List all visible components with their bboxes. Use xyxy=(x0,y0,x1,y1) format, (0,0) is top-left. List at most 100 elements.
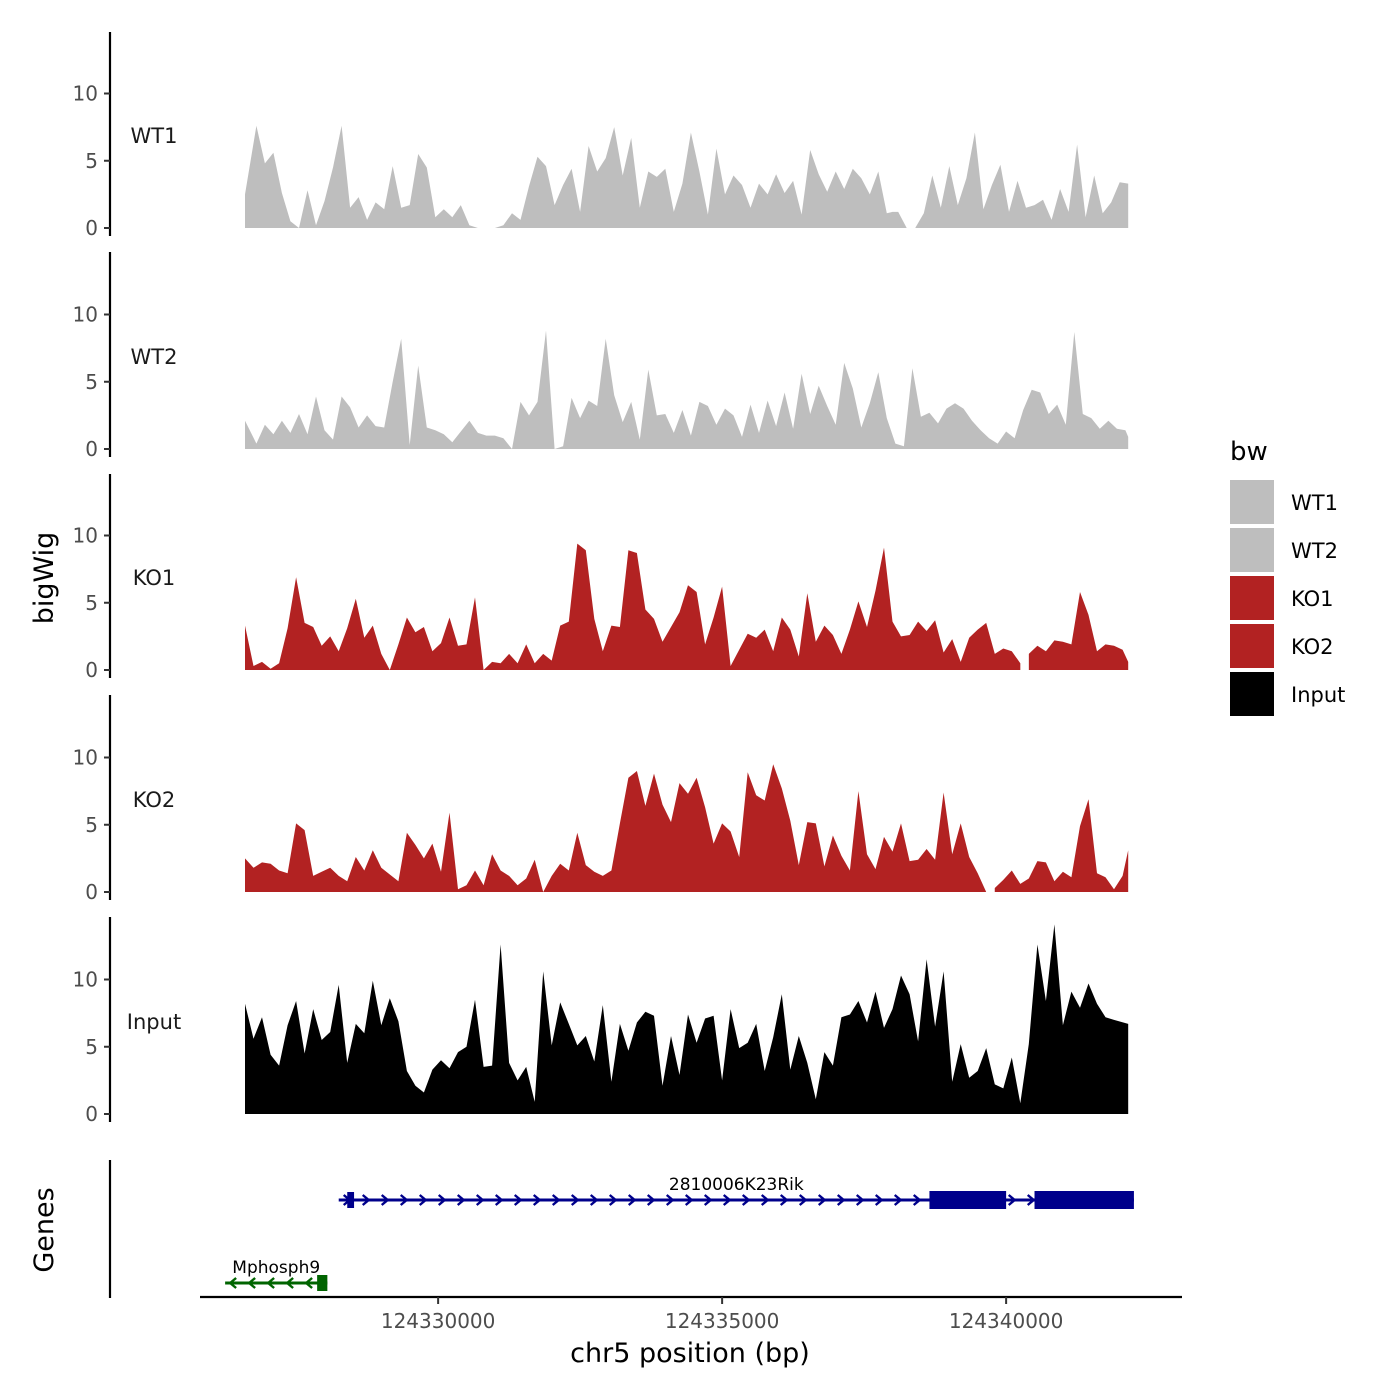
x-tick-label: 124330000 xyxy=(381,1309,496,1333)
x-axis: 124330000 124335000 124340000 xyxy=(200,1295,1182,1333)
strand-arrow xyxy=(380,1194,390,1206)
y-axis-title: bigWig xyxy=(29,532,60,625)
strand-arrow xyxy=(247,1277,256,1289)
legend-label-input: Input xyxy=(1291,683,1345,707)
track-wt2: 0 5 10 WT2 xyxy=(73,252,1129,461)
strand-arrow xyxy=(722,1194,732,1206)
y-tick-label: 0 xyxy=(85,1102,98,1126)
strand-arrow xyxy=(912,1194,922,1206)
y-tick-label: 5 xyxy=(85,813,98,837)
gene-annotation-panel: 2810006K23Rik Mphosph9 xyxy=(108,1160,1134,1298)
strand-arrow xyxy=(1007,1194,1017,1206)
legend: bw WT1 WT2 KO1 KO2 Input xyxy=(1230,437,1345,716)
strand-arrow xyxy=(494,1194,504,1206)
strand-arrow xyxy=(779,1194,789,1206)
legend-label-ko2: KO2 xyxy=(1291,635,1334,659)
strand-arrow xyxy=(589,1194,599,1206)
genes-axis-title: Genes xyxy=(29,1187,60,1272)
strand-arrow xyxy=(817,1194,827,1206)
track-label: WT2 xyxy=(131,345,178,369)
track-ko2: 0 5 10 KO2 xyxy=(73,695,1129,904)
strand-arrow xyxy=(646,1194,656,1206)
legend-label-ko1: KO1 xyxy=(1291,587,1334,611)
coverage-gap xyxy=(477,32,495,232)
legend-key-wt2 xyxy=(1230,528,1274,572)
coverage-tracks: 0 5 10 WT1 0 5 10 WT2 0 5 10 KO1 0 5 10 KO2 0 5 10 Input xyxy=(73,32,1129,1126)
y-tick-label: 10 xyxy=(73,968,98,992)
gene-exon xyxy=(929,1191,1007,1209)
strand-arrow xyxy=(855,1194,865,1206)
strand-arrow xyxy=(532,1194,542,1206)
gene-2810006k23rik: 2810006K23Rik xyxy=(338,1175,1134,1209)
y-tick-label: 10 xyxy=(73,746,98,770)
strand-arrow xyxy=(228,1277,237,1289)
legend-key-wt1 xyxy=(1230,480,1274,524)
strand-arrow xyxy=(304,1277,313,1289)
strand-arrow xyxy=(836,1194,846,1206)
strand-arrow xyxy=(874,1194,884,1206)
track-label: KO2 xyxy=(133,788,176,812)
track-label: WT1 xyxy=(131,124,178,148)
x-tick-label: 124340000 xyxy=(949,1309,1064,1333)
legend-title: bw xyxy=(1230,437,1268,467)
strand-arrow xyxy=(551,1194,561,1206)
strand-arrow xyxy=(798,1194,808,1206)
coverage-gap xyxy=(1020,474,1029,674)
strand-arrow xyxy=(285,1277,294,1289)
strand-arrow xyxy=(703,1194,713,1206)
legend-label-wt2: WT2 xyxy=(1291,539,1338,563)
legend-label-wt1: WT1 xyxy=(1291,491,1338,515)
y-tick-label: 10 xyxy=(73,303,98,327)
gene-name-label: 2810006K23Rik xyxy=(669,1175,804,1195)
coverage-area-ko1 xyxy=(245,543,1129,670)
y-tick-label: 0 xyxy=(85,437,98,461)
y-tick-label: 5 xyxy=(85,591,98,615)
gene-mphosph9: Mphosph9 xyxy=(225,1258,328,1291)
gene-exon xyxy=(1034,1191,1134,1209)
gene-exon xyxy=(317,1275,328,1291)
y-tick-label: 10 xyxy=(73,82,98,106)
strand-arrow xyxy=(513,1194,523,1206)
x-tick-label: 124335000 xyxy=(665,1309,780,1333)
coverage-area-wt1 xyxy=(245,125,1129,228)
gene-name-label: Mphosph9 xyxy=(232,1258,320,1278)
strand-arrow xyxy=(437,1194,447,1206)
strand-arrow xyxy=(475,1194,485,1206)
y-tick-label: 0 xyxy=(85,216,98,240)
strand-arrow xyxy=(684,1194,694,1206)
y-tick-label: 5 xyxy=(85,1035,98,1059)
coverage-area-input xyxy=(245,924,1129,1114)
y-tick-label: 10 xyxy=(73,524,98,548)
track-wt1: 0 5 10 WT1 xyxy=(73,32,1129,240)
strand-arrow xyxy=(570,1194,580,1206)
strand-arrow xyxy=(361,1194,371,1206)
strand-arrow xyxy=(627,1194,637,1206)
coverage-gap xyxy=(906,32,916,232)
coverage-gap xyxy=(986,695,995,896)
strand-arrow xyxy=(760,1194,770,1206)
strand-arrow xyxy=(456,1194,466,1206)
x-axis-title: chr5 position (bp) xyxy=(570,1338,810,1369)
y-tick-label: 5 xyxy=(85,149,98,173)
strand-arrow xyxy=(741,1194,751,1206)
legend-key-input xyxy=(1230,672,1274,716)
coverage-area-wt2 xyxy=(245,330,1129,449)
strand-arrow xyxy=(1026,1194,1036,1206)
y-tick-label: 5 xyxy=(85,370,98,394)
strand-arrow xyxy=(608,1194,618,1206)
y-tick-label: 0 xyxy=(85,880,98,904)
strand-arrow xyxy=(399,1194,409,1206)
gene-exon xyxy=(347,1192,355,1208)
track-label: KO1 xyxy=(133,566,176,590)
track-label: Input xyxy=(127,1010,181,1034)
coverage-area-ko2 xyxy=(245,764,1129,892)
strand-arrow xyxy=(418,1194,428,1206)
legend-key-ko2 xyxy=(1230,624,1274,668)
strand-arrow xyxy=(266,1277,275,1289)
strand-arrow xyxy=(665,1194,675,1206)
strand-arrow xyxy=(893,1194,903,1206)
track-ko1: 0 5 10 KO1 xyxy=(73,474,1129,682)
y-tick-label: 0 xyxy=(85,658,98,682)
track-input: 0 5 10 Input xyxy=(73,917,1129,1126)
